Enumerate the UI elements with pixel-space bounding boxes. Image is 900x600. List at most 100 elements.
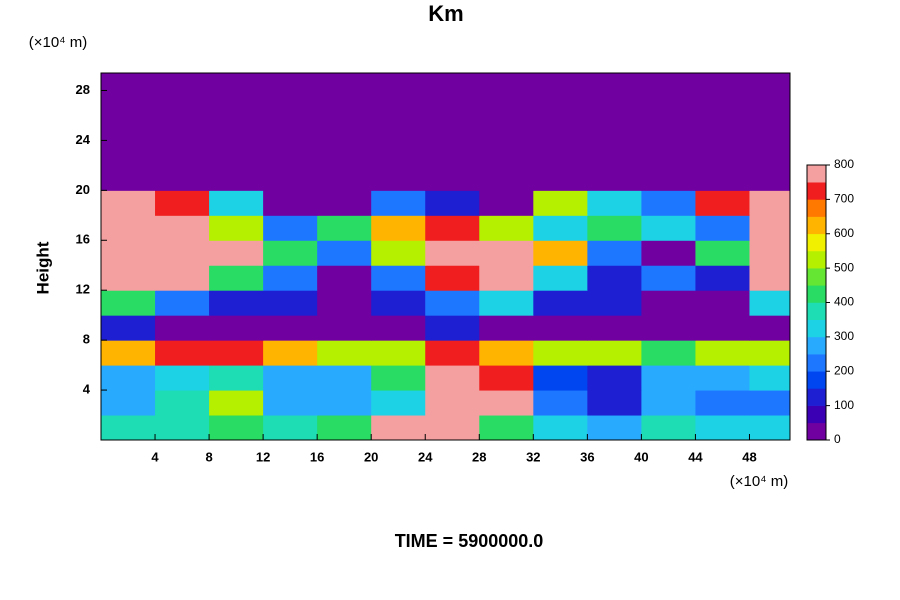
- heat-cell: [425, 190, 480, 216]
- heat-cell: [371, 265, 426, 291]
- heat-cell: [155, 140, 210, 166]
- heat-cell: [155, 240, 210, 266]
- heat-cell: [371, 115, 426, 141]
- heat-cell: [695, 165, 750, 191]
- heat-cell: [641, 115, 696, 141]
- colorbar-band: [807, 319, 826, 338]
- heat-cell: [317, 115, 372, 141]
- heat-cell: [263, 290, 318, 316]
- heat-cell: [641, 265, 696, 291]
- heat-cell: [371, 140, 426, 166]
- heat-cell: [209, 215, 264, 241]
- y-tick-label: 20: [76, 182, 90, 197]
- heat-cell: [641, 140, 696, 166]
- x-tick-label: 4: [151, 449, 159, 464]
- y-tick-label: 4: [83, 382, 91, 397]
- heat-cell: [425, 73, 480, 91]
- heat-cell: [425, 340, 480, 366]
- heat-cell: [263, 140, 318, 166]
- heat-cell: [425, 165, 480, 191]
- heat-cell: [263, 340, 318, 366]
- heat-cell: [587, 415, 642, 441]
- heat-cell: [533, 190, 588, 216]
- x-unit: (×10⁴ m): [730, 473, 789, 490]
- heat-cell: [101, 365, 156, 391]
- heat-cell: [209, 415, 264, 441]
- heat-cell: [425, 315, 480, 341]
- heat-cell: [695, 215, 750, 241]
- heat-cell: [533, 315, 588, 341]
- footer: TIME = 5900000.0: [395, 531, 544, 551]
- heat-cell: [101, 240, 156, 266]
- heat-cell: [479, 115, 534, 141]
- heat-cell: [371, 340, 426, 366]
- heat-cell: [533, 390, 588, 416]
- heat-cell: [101, 90, 156, 116]
- heat-cell: [263, 215, 318, 241]
- heat-cell: [749, 365, 791, 391]
- heat-cell: [479, 415, 534, 441]
- heat-cell: [425, 390, 480, 416]
- heat-cell: [371, 365, 426, 391]
- heat-cell: [587, 73, 642, 91]
- y-tick-label: 28: [76, 82, 90, 97]
- heat-cell: [425, 415, 480, 441]
- heat-cell: [587, 265, 642, 291]
- heat-cell: [479, 390, 534, 416]
- colorbar-band: [807, 250, 826, 269]
- heat-cell: [101, 340, 156, 366]
- heat-cell: [317, 415, 372, 441]
- heat-cell: [425, 290, 480, 316]
- heat-cell: [155, 265, 210, 291]
- heat-cell: [209, 73, 264, 91]
- heat-cell: [101, 215, 156, 241]
- heat-cell: [533, 415, 588, 441]
- heat-cell: [587, 390, 642, 416]
- heat-cell: [371, 415, 426, 441]
- heat-cell: [425, 265, 480, 291]
- heat-cell: [479, 240, 534, 266]
- heat-cell: [263, 265, 318, 291]
- heat-cell: [695, 115, 750, 141]
- heat-cell: [695, 240, 750, 266]
- heat-cell: [209, 115, 264, 141]
- heat-cell: [317, 315, 372, 341]
- colorbar-tick-label: 500: [834, 260, 854, 274]
- heat-cell: [371, 315, 426, 341]
- heat-cell: [371, 190, 426, 216]
- heat-cell: [695, 190, 750, 216]
- heat-cell: [371, 240, 426, 266]
- heat-cell: [317, 265, 372, 291]
- y-axis-label: Height: [33, 241, 52, 294]
- y-unit: (×10⁴ m): [29, 34, 88, 51]
- heat-cell: [209, 365, 264, 391]
- heat-cell: [155, 73, 210, 91]
- heat-cell: [587, 365, 642, 391]
- heat-cell: [209, 290, 264, 316]
- colorbar-tick-label: 200: [834, 363, 854, 377]
- colorbar-band: [807, 233, 826, 252]
- heat-cell: [263, 240, 318, 266]
- heat-cell: [533, 90, 588, 116]
- heat-cell: [641, 240, 696, 266]
- heat-cell: [479, 190, 534, 216]
- heat-cell: [533, 240, 588, 266]
- heat-cell: [263, 365, 318, 391]
- heat-cell: [749, 90, 791, 116]
- colorbar-tick-label: 0: [834, 432, 841, 446]
- heat-cell: [749, 73, 791, 91]
- heat-cell: [371, 90, 426, 116]
- heat-cell: [317, 290, 372, 316]
- heat-cell: [695, 290, 750, 316]
- heat-cell: [263, 165, 318, 191]
- heat-cell: [425, 240, 480, 266]
- x-tick-label: 12: [256, 449, 270, 464]
- heat-cell: [263, 115, 318, 141]
- heat-cell: [425, 215, 480, 241]
- heat-cell: [533, 290, 588, 316]
- colorbar-band: [807, 199, 826, 217]
- y-tick-label: 16: [76, 232, 90, 247]
- heat-cell: [749, 115, 791, 141]
- heat-cell: [101, 290, 156, 316]
